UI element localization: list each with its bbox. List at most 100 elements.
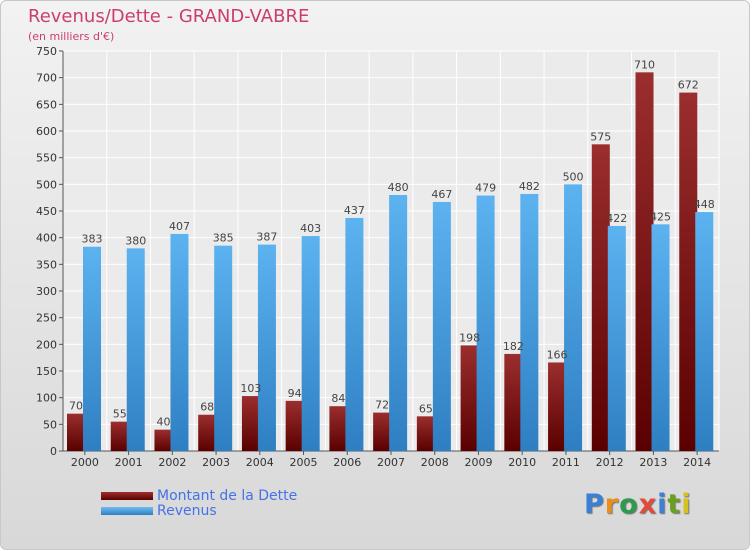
y-tick-label: 250 <box>36 312 57 325</box>
bar-revenus <box>126 248 145 451</box>
bar-revenus <box>564 184 583 452</box>
data-label-revenus: 403 <box>300 222 321 235</box>
logo-letter: P <box>584 489 605 520</box>
y-tick-label: 750 <box>36 45 57 58</box>
bar-dette <box>110 421 129 451</box>
legend-label-dette: Montant de la Dette <box>157 487 298 504</box>
y-tick-label: 600 <box>36 125 57 138</box>
bar-dette <box>373 412 392 451</box>
y-tick-label: 150 <box>36 365 57 378</box>
bar-revenus <box>651 224 670 451</box>
data-label-dette: 198 <box>459 331 480 344</box>
y-tick-label: 300 <box>36 285 57 298</box>
logo-letter: i <box>681 489 692 520</box>
data-label-dette: 166 <box>547 348 568 361</box>
data-label-revenus: 422 <box>606 212 627 225</box>
bar-revenus <box>83 246 101 451</box>
data-label-revenus: 425 <box>650 210 671 223</box>
data-label-revenus: 480 <box>388 181 409 194</box>
data-label-dette: 94 <box>288 387 302 400</box>
x-tick-label: 2000 <box>71 456 99 469</box>
y-tick-label: 100 <box>36 392 57 405</box>
legend-label-revenus: Revenus <box>157 502 217 519</box>
proxiti-logo: Proxiti <box>584 489 692 520</box>
logo-letter: i <box>657 489 668 520</box>
y-tick-label: 650 <box>36 98 57 111</box>
data-label-dette: 710 <box>634 58 655 71</box>
logo-letter: x <box>638 489 658 520</box>
logo-letter: t <box>667 489 682 520</box>
data-label-revenus: 500 <box>563 170 584 183</box>
chart-legend: Montant de la Dette Revenus <box>101 487 298 519</box>
bar-revenus <box>389 195 408 451</box>
data-label-dette: 68 <box>200 401 214 414</box>
y-tick-label: 400 <box>36 232 57 245</box>
data-label-dette: 84 <box>331 392 345 405</box>
bar-dette <box>67 413 85 451</box>
x-tick-label: 2008 <box>421 456 449 469</box>
logo-letter: o <box>619 489 639 520</box>
bar-revenus <box>476 195 495 451</box>
bar-dette <box>285 400 304 451</box>
bar-dette <box>241 396 260 451</box>
x-tick-label: 2002 <box>158 456 186 469</box>
bar-revenus <box>301 236 320 451</box>
data-label-dette: 65 <box>419 402 433 415</box>
bar-revenus <box>257 244 276 451</box>
x-tick-label: 2003 <box>202 456 230 469</box>
bar-revenus <box>214 245 233 451</box>
y-tick-label: 50 <box>43 418 57 431</box>
data-label-dette: 70 <box>69 400 83 413</box>
x-tick-label: 2011 <box>552 456 580 469</box>
x-tick-label: 2009 <box>464 456 492 469</box>
bar-dette <box>591 144 610 452</box>
x-tick-label: 2014 <box>683 456 711 469</box>
bar-revenus <box>345 217 364 451</box>
y-tick-label: 200 <box>36 338 57 351</box>
bar-revenus <box>695 212 714 451</box>
bar-dette <box>548 362 567 451</box>
data-label-revenus: 467 <box>431 188 452 201</box>
bar-dette <box>329 406 348 451</box>
bar-dette <box>460 345 479 451</box>
bar-dette <box>416 416 435 451</box>
chart-subtitle: (en milliers d'€) <box>28 30 115 43</box>
data-label-dette: 182 <box>503 340 524 353</box>
x-tick-label: 2012 <box>596 456 624 469</box>
data-label-revenus: 387 <box>256 231 277 244</box>
x-tick-label: 2007 <box>377 456 405 469</box>
x-tick-label: 2013 <box>639 456 667 469</box>
bar-dette <box>635 72 654 451</box>
data-label-dette: 55 <box>113 408 127 421</box>
data-label-revenus: 479 <box>475 182 496 195</box>
data-label-revenus: 385 <box>213 232 234 245</box>
bar-revenus <box>432 201 451 451</box>
y-tick-label: 0 <box>50 445 57 458</box>
chart-title: Revenus/Dette - GRAND-VABRE <box>28 6 310 27</box>
data-label-dette: 40 <box>156 416 170 429</box>
x-tick-label: 2005 <box>290 456 318 469</box>
data-label-dette: 103 <box>240 382 261 395</box>
data-label-dette: 72 <box>375 399 389 412</box>
data-label-revenus: 407 <box>169 220 190 233</box>
y-tick-label: 700 <box>36 72 57 85</box>
x-tick-label: 2010 <box>508 456 536 469</box>
data-label-revenus: 448 <box>694 198 715 211</box>
x-tick-label: 2001 <box>115 456 143 469</box>
bar-dette <box>504 353 523 451</box>
x-tick-label: 2004 <box>246 456 274 469</box>
bar-dette <box>154 429 173 451</box>
bar-revenus <box>170 233 189 451</box>
y-tick-label: 450 <box>36 205 57 218</box>
bar-dette <box>679 92 698 451</box>
bar-revenus <box>607 225 626 451</box>
data-label-dette: 575 <box>590 130 611 143</box>
y-tick-label: 350 <box>36 258 57 271</box>
legend-item-dette: Montant de la Dette <box>101 487 298 504</box>
data-label-revenus: 383 <box>82 233 103 246</box>
x-tick-label: 2006 <box>333 456 361 469</box>
legend-swatch-dette <box>101 491 153 500</box>
bar-revenus <box>520 193 539 451</box>
